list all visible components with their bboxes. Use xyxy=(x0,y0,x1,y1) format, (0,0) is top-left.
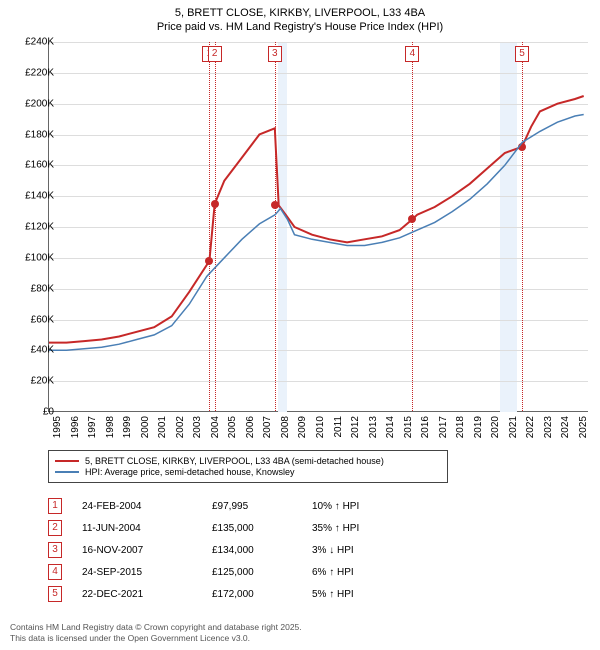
x-tick-label: 2020 xyxy=(490,416,501,448)
transactions-table: 1 24-FEB-2004 £97,995 10% ↑ HPI 2 11-JUN-2004… xyxy=(48,495,412,605)
footer-line2: This data is licensed under the Open Gov… xyxy=(10,633,302,644)
x-tick-label: 2014 xyxy=(385,416,396,448)
x-tick-label: 2013 xyxy=(368,416,379,448)
transaction-row: 3 16-NOV-2007 £134,000 3% ↓ HPI xyxy=(48,539,412,561)
x-tick-label: 2002 xyxy=(175,416,186,448)
transaction-marker: 3 xyxy=(48,542,62,558)
y-tick-label: £40K xyxy=(10,345,54,356)
x-tick-label: 2018 xyxy=(455,416,466,448)
x-tick-label: 2010 xyxy=(315,416,326,448)
y-tick-label: £140K xyxy=(10,191,54,202)
transaction-price: £134,000 xyxy=(212,545,292,556)
transaction-pct: 10% ↑ HPI xyxy=(312,501,412,512)
x-tick-label: 2016 xyxy=(420,416,431,448)
x-tick-label: 2015 xyxy=(403,416,414,448)
series-line xyxy=(49,96,584,343)
transaction-date: 24-SEP-2015 xyxy=(82,567,192,578)
legend-item: 5, BRETT CLOSE, KIRKBY, LIVERPOOL, L33 4… xyxy=(55,456,441,466)
line-series xyxy=(49,42,588,411)
x-tick-label: 2003 xyxy=(192,416,203,448)
footer-line1: Contains HM Land Registry data © Crown c… xyxy=(10,622,302,633)
legend-item: HPI: Average price, semi-detached house,… xyxy=(55,467,441,477)
x-tick-label: 2001 xyxy=(157,416,168,448)
y-tick-label: £200K xyxy=(10,98,54,109)
x-tick-label: 2005 xyxy=(227,416,238,448)
series-line xyxy=(49,115,584,351)
transaction-price: £172,000 xyxy=(212,589,292,600)
transaction-price: £97,995 xyxy=(212,501,292,512)
transaction-pct: 3% ↓ HPI xyxy=(312,545,412,556)
x-tick-label: 2004 xyxy=(210,416,221,448)
transaction-row: 4 24-SEP-2015 £125,000 6% ↑ HPI xyxy=(48,561,412,583)
x-tick-label: 1997 xyxy=(87,416,98,448)
y-tick-label: £20K xyxy=(10,376,54,387)
x-tick-label: 2023 xyxy=(543,416,554,448)
y-tick-label: £120K xyxy=(10,222,54,233)
legend: 5, BRETT CLOSE, KIRKBY, LIVERPOOL, L33 4… xyxy=(48,450,448,483)
chart-container: 5, BRETT CLOSE, KIRKBY, LIVERPOOL, L33 4… xyxy=(0,0,600,650)
x-tick-label: 2007 xyxy=(262,416,273,448)
transaction-date: 16-NOV-2007 xyxy=(82,545,192,556)
footer-attribution: Contains HM Land Registry data © Crown c… xyxy=(10,622,302,644)
title-line2: Price paid vs. HM Land Registry's House … xyxy=(10,20,590,34)
x-tick-label: 2006 xyxy=(245,416,256,448)
x-tick-label: 1998 xyxy=(105,416,116,448)
transaction-row: 5 22-DEC-2021 £172,000 5% ↑ HPI xyxy=(48,583,412,605)
x-tick-label: 2011 xyxy=(333,416,344,448)
x-tick-label: 1995 xyxy=(52,416,63,448)
x-tick-label: 2021 xyxy=(508,416,519,448)
transaction-price: £135,000 xyxy=(212,523,292,534)
y-tick-label: £220K xyxy=(10,67,54,78)
transaction-pct: 6% ↑ HPI xyxy=(312,567,412,578)
transaction-marker: 1 xyxy=(48,498,62,514)
x-tick-label: 2012 xyxy=(350,416,361,448)
x-tick-label: 2017 xyxy=(438,416,449,448)
transaction-price: £125,000 xyxy=(212,567,292,578)
y-tick-label: £60K xyxy=(10,314,54,325)
x-tick-label: 2024 xyxy=(560,416,571,448)
x-tick-label: 2000 xyxy=(140,416,151,448)
transaction-date: 11-JUN-2004 xyxy=(82,523,192,534)
transaction-marker: 2 xyxy=(48,520,62,536)
chart-title: 5, BRETT CLOSE, KIRKBY, LIVERPOOL, L33 4… xyxy=(0,0,600,37)
transaction-row: 1 24-FEB-2004 £97,995 10% ↑ HPI xyxy=(48,495,412,517)
y-tick-label: £100K xyxy=(10,252,54,263)
transaction-row: 2 11-JUN-2004 £135,000 35% ↑ HPI xyxy=(48,517,412,539)
x-tick-label: 2009 xyxy=(297,416,308,448)
legend-label: 5, BRETT CLOSE, KIRKBY, LIVERPOOL, L33 4… xyxy=(85,456,384,466)
transaction-date: 24-FEB-2004 xyxy=(82,501,192,512)
transaction-marker: 5 xyxy=(48,586,62,602)
y-tick-label: £160K xyxy=(10,160,54,171)
legend-label: HPI: Average price, semi-detached house,… xyxy=(85,467,294,477)
plot-area: 12345 xyxy=(48,42,588,412)
legend-swatch xyxy=(55,460,79,462)
y-tick-label: £0 xyxy=(10,407,54,418)
transaction-marker: 4 xyxy=(48,564,62,580)
x-tick-label: 2008 xyxy=(280,416,291,448)
title-line1: 5, BRETT CLOSE, KIRKBY, LIVERPOOL, L33 4… xyxy=(10,6,590,20)
y-tick-label: £240K xyxy=(10,37,54,48)
transaction-date: 22-DEC-2021 xyxy=(82,589,192,600)
x-tick-label: 2022 xyxy=(525,416,536,448)
x-tick-label: 1996 xyxy=(70,416,81,448)
x-tick-label: 2025 xyxy=(578,416,589,448)
y-tick-label: £180K xyxy=(10,129,54,140)
legend-swatch xyxy=(55,471,79,473)
x-tick-label: 2019 xyxy=(473,416,484,448)
transaction-pct: 35% ↑ HPI xyxy=(312,523,412,534)
transaction-pct: 5% ↑ HPI xyxy=(312,589,412,600)
x-tick-label: 1999 xyxy=(122,416,133,448)
y-tick-label: £80K xyxy=(10,283,54,294)
